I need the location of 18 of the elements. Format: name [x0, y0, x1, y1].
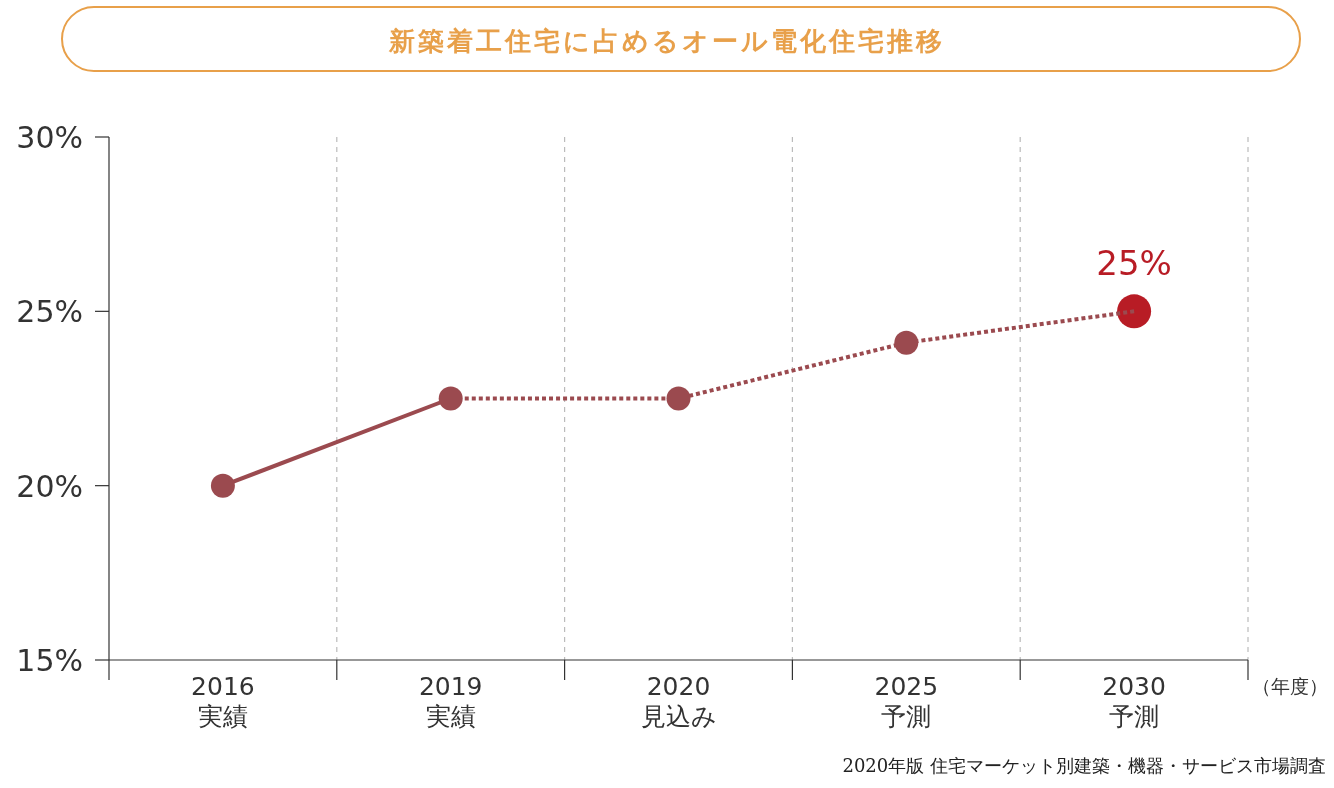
y-tick-label: 30% — [16, 120, 83, 155]
point — [894, 330, 919, 355]
data-label: 25% — [1096, 243, 1172, 284]
point — [438, 386, 463, 411]
y-tick-label: 15% — [16, 643, 83, 678]
point — [666, 386, 691, 411]
point — [1117, 294, 1152, 329]
text: 2020年版 住宅マーケット別建築・機器・サービス市場調査 — [842, 755, 1326, 776]
x-tick-label: 2030 予測 — [1102, 672, 1166, 731]
y-tick-label: 20% — [16, 468, 83, 504]
y-tick-label: 25% — [16, 294, 83, 330]
x-tick-label: 2016 実績 — [191, 672, 255, 731]
x-axis-title: （年度） — [1252, 675, 1328, 697]
point — [210, 473, 235, 498]
chart-title: 新築着工住宅に占めるオール電化住宅推移 — [388, 26, 945, 56]
x-tick-label: 2025 予測 — [874, 672, 939, 731]
x-tick-label: 2019 実績 — [418, 672, 483, 731]
x-tick-label: 2020 見込み — [640, 672, 717, 731]
